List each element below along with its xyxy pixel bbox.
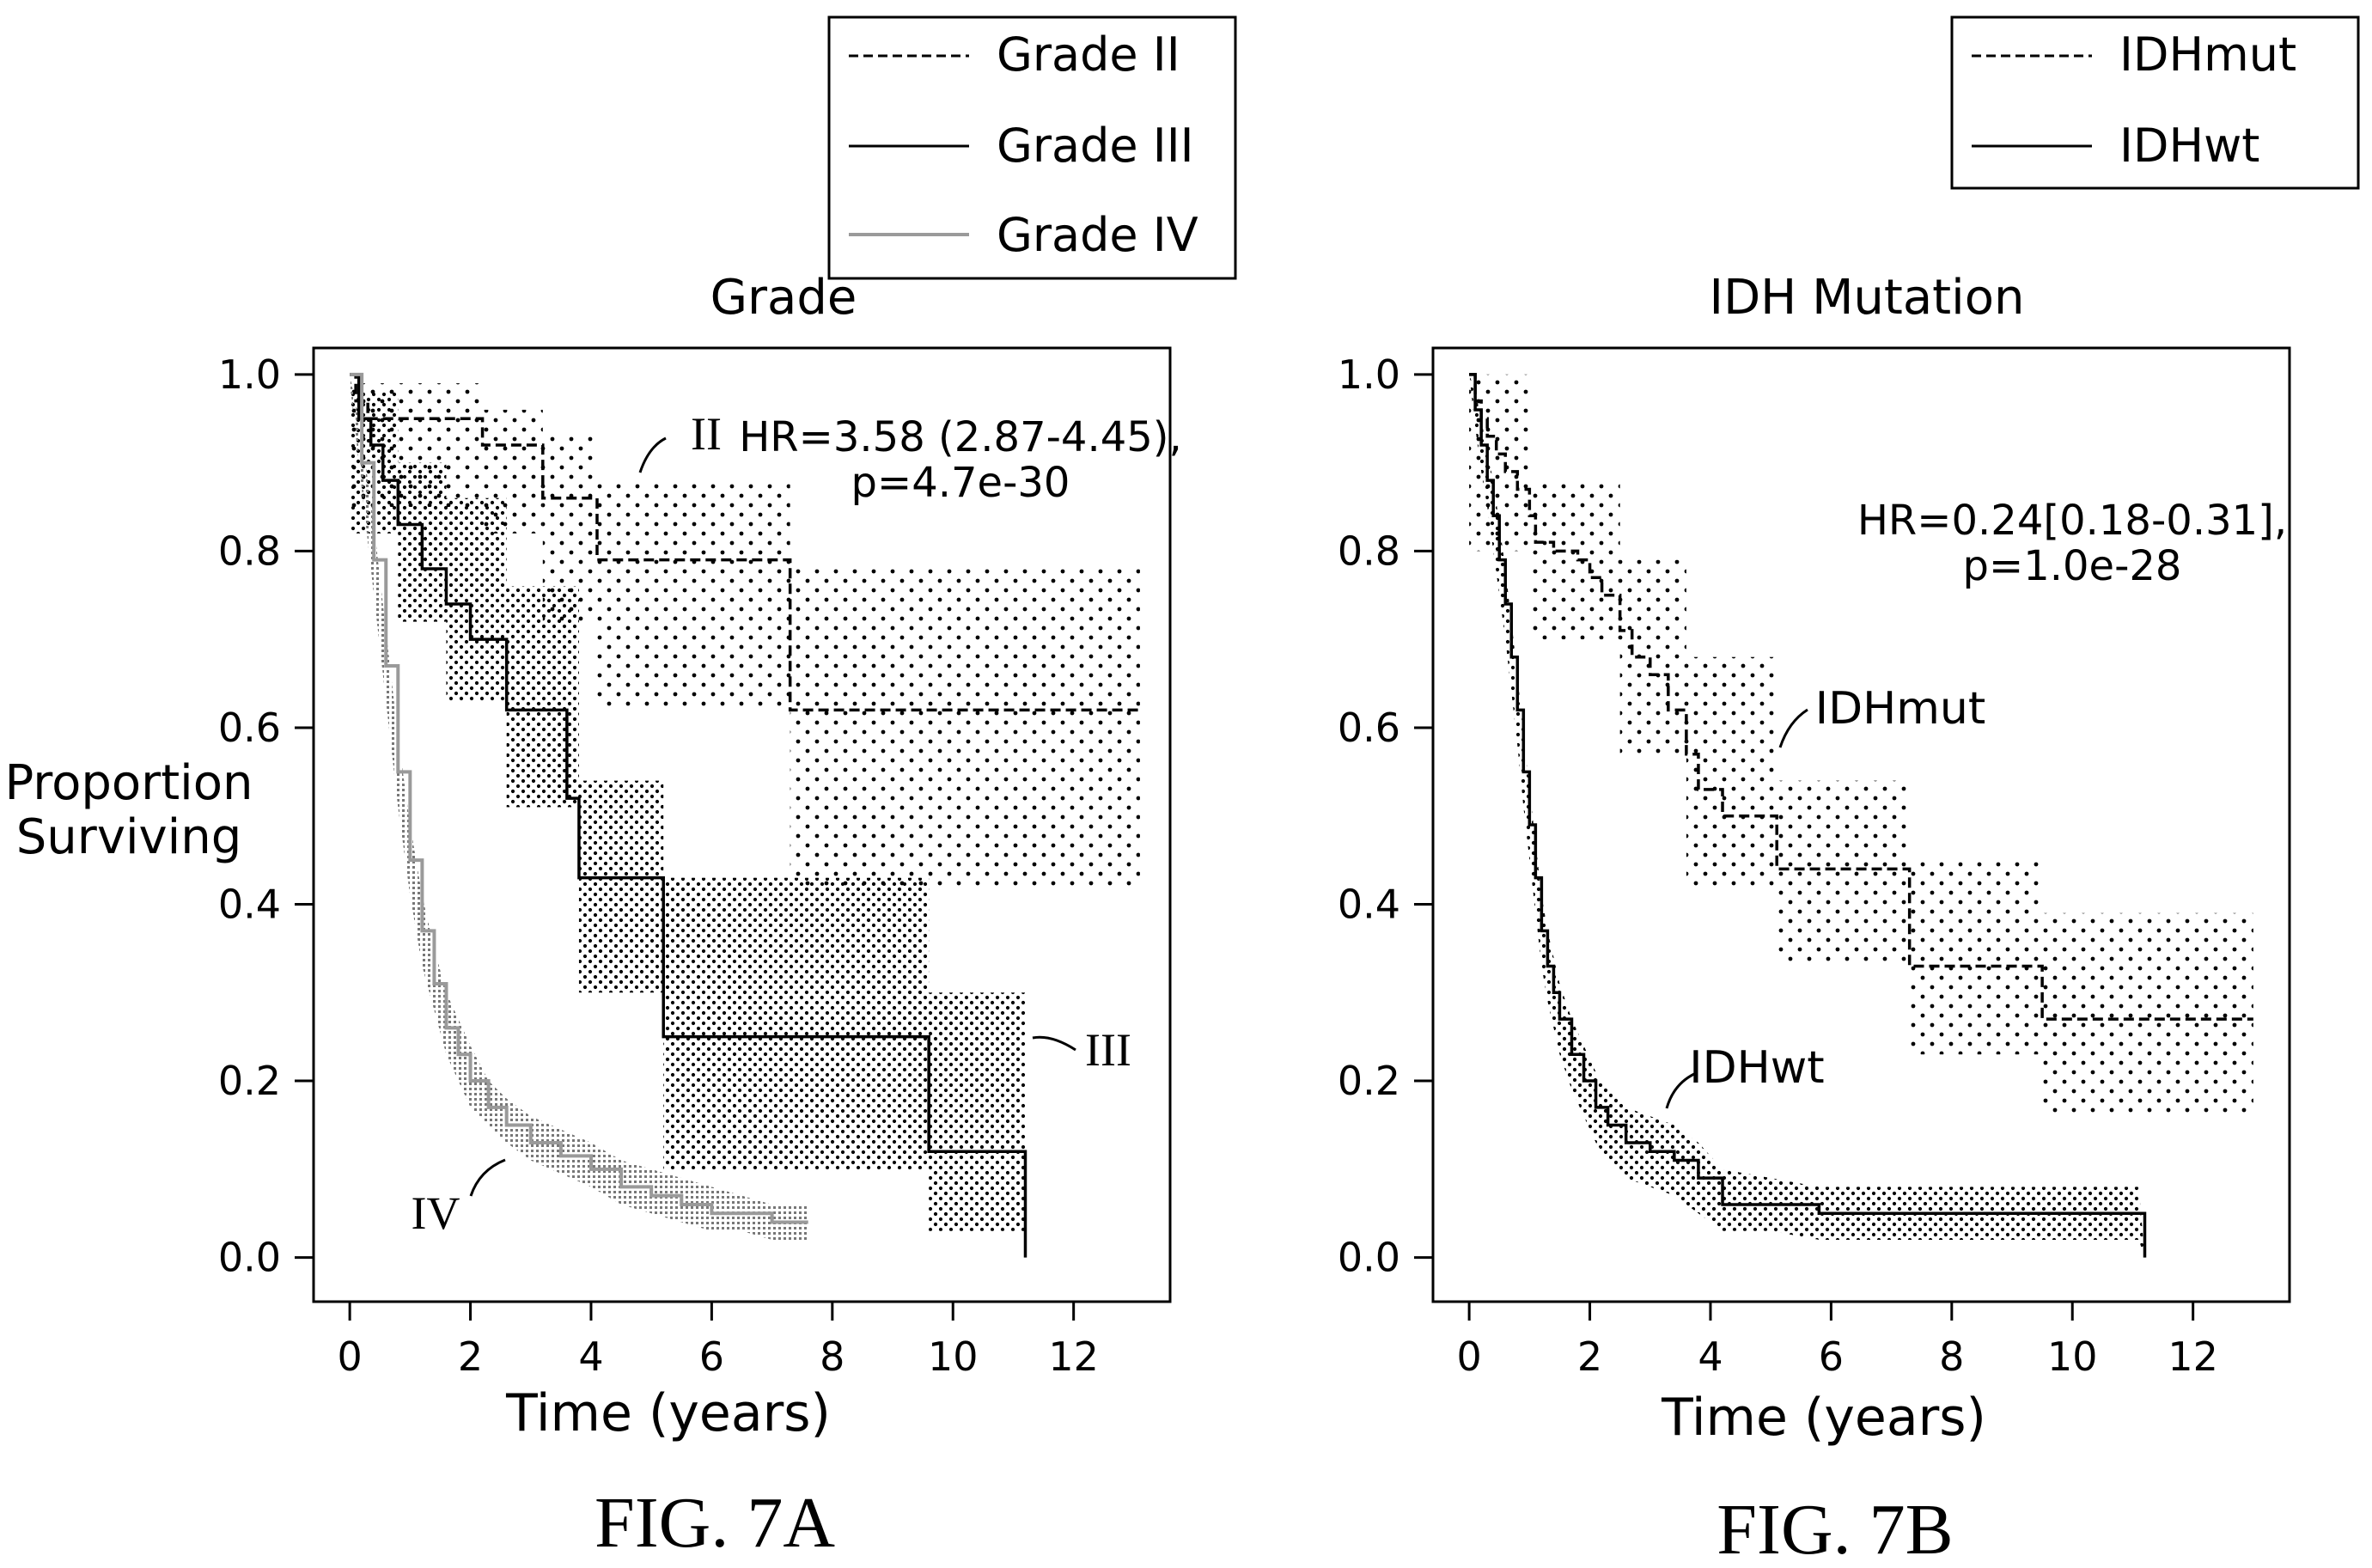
y-tick-label-4: 0.8 xyxy=(1338,528,1400,574)
survival-curve-idhwt xyxy=(1469,373,2147,1258)
y-axis-idh: 0.0 0.2 0.4 0.6 0.8 1.0 xyxy=(1338,351,1433,1281)
p-value-annotation-idh: p=1.0e-28 xyxy=(1963,542,2182,590)
leader-line-ii xyxy=(638,436,667,473)
legend-label-idhmut: IDHmut xyxy=(2119,27,2296,82)
chart-title-grade: Grade xyxy=(710,270,857,326)
figure-label-7a: FIG. 7A xyxy=(595,1483,835,1563)
survival-curves-grade xyxy=(350,372,1140,1258)
y-axis-grade: 0.0 0.2 0.4 0.6 0.8 1.0 xyxy=(218,351,314,1281)
y-tick-label-3: 0.6 xyxy=(1338,705,1400,751)
y-tick-label-0: 0.0 xyxy=(1338,1235,1400,1281)
legend-grade: Grade II Grade III Grade IV xyxy=(827,15,1237,280)
x-axis-label-grade: Time (years) xyxy=(505,1383,831,1443)
ci-band-grade-iii-5 xyxy=(663,877,930,1169)
x-tick-label-6: 6 xyxy=(1819,1333,1844,1380)
curve-label-idhwt: IDHwt xyxy=(1689,1042,1824,1094)
x-tick-label-2: 2 xyxy=(458,1333,483,1380)
x-tick-label-10: 10 xyxy=(2047,1333,2098,1380)
survival-curve-idhmut xyxy=(1469,373,2253,1021)
leader-line-iii xyxy=(1032,1035,1076,1052)
curve-label-idhmut: IDHmut xyxy=(1815,683,1985,735)
panel-grade: Grade II Grade III Grade IV Grade 0 2 4 6 8 1… xyxy=(5,15,1237,1563)
figure-label-7b: FIG. 7B xyxy=(1716,1490,1953,1568)
x-tick-label-12: 12 xyxy=(1048,1333,1099,1380)
x-axis-grade: 0 2 4 6 8 10 12 xyxy=(337,1302,1099,1380)
x-tick-label-4: 4 xyxy=(578,1333,603,1380)
x-tick-label-12: 12 xyxy=(2168,1333,2218,1380)
ci-band-idhmut-5 xyxy=(1909,860,2043,1055)
x-tick-label-10: 10 xyxy=(928,1333,979,1380)
x-tick-label-8: 8 xyxy=(820,1333,845,1380)
legend-idh: IDHmut IDHwt xyxy=(1950,15,2360,190)
plot-frame-grade xyxy=(312,346,1172,1303)
y-tick-label-1: 0.2 xyxy=(1338,1058,1400,1104)
x-tick-label-0: 0 xyxy=(337,1333,362,1380)
survival-curve-grade-iv xyxy=(350,372,808,1224)
y-tick-label-3: 0.6 xyxy=(218,705,281,751)
legend-label-grade-iii: Grade III xyxy=(997,119,1194,173)
legend-label-grade-iv: Grade IV xyxy=(997,208,1198,262)
ci-band-grade-iii-2 xyxy=(446,497,507,702)
hazard-ratio-annotation-grade: HR=3.58 (2.87-4.45), xyxy=(739,413,1182,461)
y-tick-label-4: 0.8 xyxy=(218,528,281,574)
ci-band-idhmut-1 xyxy=(1529,480,1620,640)
leader-line-idhwt xyxy=(1665,1072,1695,1109)
p-value-annotation-grade: p=4.7e-30 xyxy=(851,459,1070,507)
panel-idh-mutation: IDHmut IDHwt IDH Mutation 0 2 4 6 8 10 12 0.00… xyxy=(1338,15,2360,1568)
y-tick-label-0: 0.0 xyxy=(218,1235,281,1281)
ci-band-idhmut-2 xyxy=(1619,559,1686,754)
curve-label-iii: III xyxy=(1085,1024,1131,1076)
ci-band-grade-iii-6 xyxy=(929,992,1026,1231)
x-axis-idh: 0 2 4 6 8 10 12 xyxy=(1456,1302,2218,1380)
x-tick-label-0: 0 xyxy=(1456,1333,1481,1380)
plot-frame-idh xyxy=(1431,346,2291,1303)
survival-curves-idh xyxy=(1469,373,2253,1258)
legend-label-grade-ii: Grade II xyxy=(997,27,1180,82)
leader-line-idhmut xyxy=(1778,708,1808,748)
ci-band-grade-ii-3 xyxy=(596,480,790,711)
confidence-bands-idh xyxy=(1469,374,2253,1258)
y-tick-label-2: 0.4 xyxy=(218,882,281,928)
ci-band-grade-iii-4 xyxy=(578,780,664,993)
x-tick-label-8: 8 xyxy=(1939,1333,1964,1380)
y-tick-label-2: 0.4 xyxy=(1338,882,1400,928)
x-tick-label-2: 2 xyxy=(1577,1333,1602,1380)
leader-line-iv xyxy=(469,1158,506,1197)
y-axis-label-line-2: Surviving xyxy=(16,809,242,865)
ci-band-grade-ii-4 xyxy=(790,568,1140,887)
y-axis-label-line-1: Proportion xyxy=(5,755,253,811)
y-tick-label-5: 1.0 xyxy=(218,351,281,398)
survival-curve-grade-iii xyxy=(350,373,1027,1258)
curve-label-ii: II xyxy=(691,408,722,460)
x-tick-label-4: 4 xyxy=(1698,1333,1723,1380)
chart-title-idh: IDH Mutation xyxy=(1710,270,2025,326)
confidence-bands-grade xyxy=(350,374,1140,1241)
x-axis-label-idh: Time (years) xyxy=(1661,1388,1986,1448)
y-tick-label-1: 0.2 xyxy=(218,1058,281,1104)
legend-label-idhwt: IDHwt xyxy=(2119,119,2259,173)
ci-band-idhmut-4 xyxy=(1777,780,1910,967)
ci-band-idhmut-6 xyxy=(2042,912,2253,1117)
y-tick-label-5: 1.0 xyxy=(1338,351,1400,398)
x-tick-label-6: 6 xyxy=(699,1333,724,1380)
ci-band-idhmut-3 xyxy=(1686,656,1777,887)
curve-label-iv: IV xyxy=(412,1187,460,1239)
hazard-ratio-annotation-idh: HR=0.24[0.18-0.31], xyxy=(1857,497,2287,545)
